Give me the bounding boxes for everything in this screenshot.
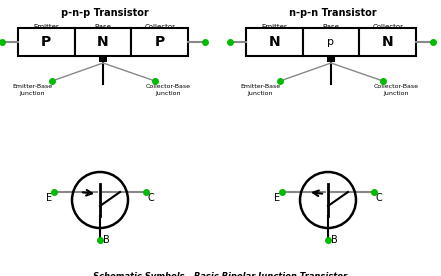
Text: E: E <box>46 193 52 203</box>
Text: E: E <box>274 193 280 203</box>
Text: p: p <box>328 37 335 47</box>
Text: p-n-p Transistor: p-n-p Transistor <box>61 8 149 18</box>
Bar <box>18 28 75 56</box>
Text: N: N <box>97 35 109 49</box>
Text: C: C <box>376 193 383 203</box>
Text: n-p-n Transistor: n-p-n Transistor <box>289 8 377 18</box>
Text: Emitter: Emitter <box>34 24 59 30</box>
Bar <box>246 28 303 56</box>
Text: B: B <box>331 235 338 245</box>
Text: Collector-Base
Junction: Collector-Base Junction <box>374 84 419 95</box>
Bar <box>99 56 107 62</box>
Bar <box>75 28 131 56</box>
Bar <box>327 56 335 62</box>
Bar <box>131 28 188 56</box>
Text: P: P <box>154 35 165 49</box>
Bar <box>303 28 359 56</box>
Text: Collector: Collector <box>372 24 403 30</box>
Text: Emitter: Emitter <box>262 24 287 30</box>
Text: C: C <box>148 193 155 203</box>
Text: Collector: Collector <box>144 24 175 30</box>
Text: Base: Base <box>94 24 112 30</box>
Text: Collector-Base
Junction: Collector-Base Junction <box>146 84 191 95</box>
Text: B: B <box>103 235 110 245</box>
Text: Emitter-Base
Junction: Emitter-Base Junction <box>12 84 52 95</box>
Text: Schematic Symbols - Basic Bipolar Junction Transistor: Schematic Symbols - Basic Bipolar Juncti… <box>93 272 347 276</box>
Text: P: P <box>41 35 52 49</box>
Text: N: N <box>269 35 280 49</box>
Text: Base: Base <box>322 24 340 30</box>
Bar <box>359 28 416 56</box>
Text: N: N <box>382 35 393 49</box>
Text: Emitter-Base
Junction: Emitter-Base Junction <box>240 84 280 95</box>
